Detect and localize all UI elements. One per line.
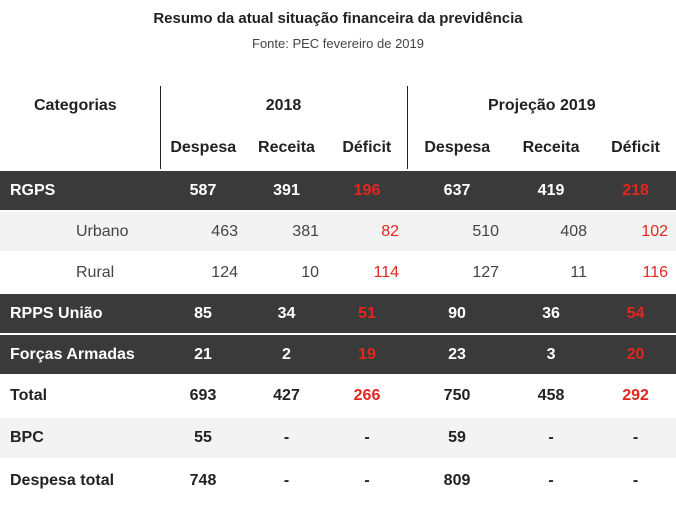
- table-source: Fonte: PEC fevereiro de 2019: [252, 36, 424, 51]
- cell-deficit: 82: [327, 210, 408, 252]
- header-col: Receita: [522, 138, 580, 156]
- cell-value: 36: [507, 292, 596, 334]
- cell-value: 55: [160, 416, 246, 459]
- cell-value: 750: [407, 374, 508, 417]
- cell-value: -: [327, 416, 408, 459]
- cell-value: 809: [407, 458, 508, 501]
- cell-value: 463: [160, 210, 246, 252]
- cell-deficit: 266: [327, 374, 408, 417]
- cell-deficit: 54: [595, 292, 676, 334]
- header-col: Despesa: [424, 138, 491, 156]
- cell-value: 637: [407, 169, 508, 211]
- cell-value: 427: [246, 374, 327, 417]
- cell-value: -: [507, 458, 596, 501]
- cell-value: 127: [407, 251, 508, 293]
- cell-value: -: [507, 416, 596, 459]
- cell-value: 21: [160, 333, 246, 375]
- row-label: Rural: [0, 251, 160, 293]
- cell-deficit: 116: [595, 251, 676, 293]
- cell-value: 381: [246, 210, 327, 252]
- cell-deficit: 114: [327, 251, 408, 293]
- cell-deficit: 51: [327, 292, 408, 334]
- table-title: Resumo da atual situação financeira da p…: [153, 10, 523, 27]
- header-row-columns: Despesa Receita Déficit Despesa Receita …: [0, 126, 676, 170]
- table-row: BPC 55 - - 59 - -: [0, 416, 676, 459]
- row-label: RPPS União: [0, 292, 160, 334]
- cell-value: 11: [507, 251, 596, 293]
- row-label: RGPS: [0, 169, 160, 211]
- row-label: Total: [0, 374, 160, 417]
- header-col: Déficit: [611, 138, 660, 156]
- header-year-2018: 2018: [160, 86, 408, 126]
- cell-deficit: 218: [595, 169, 676, 211]
- row-label: Despesa total: [0, 458, 160, 501]
- table-row: RGPS 587 391 196 637 419 218: [0, 169, 676, 211]
- table-row: Rural 124 10 114 127 11 116: [0, 251, 676, 293]
- cell-value: -: [246, 458, 327, 501]
- row-label: Urbano: [0, 210, 160, 252]
- cell-value: 90: [407, 292, 508, 334]
- cell-value: -: [595, 416, 676, 459]
- cell-value: 510: [407, 210, 508, 252]
- table-row: Total 693 427 266 750 458 292: [0, 374, 676, 417]
- table-row: Despesa total 748 - - 809 - -: [0, 458, 676, 501]
- row-label: BPC: [0, 416, 160, 459]
- header-row-years: Categorias 2018 Projeção 2019: [0, 86, 676, 126]
- header-col: Despesa: [170, 138, 237, 156]
- cell-value: 391: [246, 169, 327, 211]
- cell-value: 458: [507, 374, 596, 417]
- cell-value: -: [246, 416, 327, 459]
- cell-value: -: [595, 458, 676, 501]
- cell-value: -: [327, 458, 408, 501]
- cell-deficit: 102: [595, 210, 676, 252]
- cell-value: 23: [407, 333, 508, 375]
- row-label: Forças Armadas: [0, 333, 160, 375]
- cell-value: 3: [507, 333, 596, 375]
- cell-value: 587: [160, 169, 246, 211]
- header-blank: [0, 126, 161, 170]
- table-row: RPPS União 85 34 51 90 36 54: [0, 292, 676, 334]
- cell-value: 10: [246, 251, 327, 293]
- cell-value: 408: [507, 210, 596, 252]
- cell-value: 34: [246, 292, 327, 334]
- cell-value: 59: [407, 416, 508, 459]
- header-col: Receita: [258, 138, 315, 156]
- cell-deficit: 20: [595, 333, 676, 375]
- header-categories: Categorias: [0, 86, 161, 126]
- header-col: Déficit: [327, 126, 408, 170]
- pension-summary-table: Categorias 2018 Projeção 2019 Despesa Re…: [0, 86, 676, 501]
- cell-value: 748: [160, 458, 246, 501]
- cell-value: 85: [160, 292, 246, 334]
- table-row: Forças Armadas 21 2 19 23 3 20: [0, 333, 676, 375]
- cell-deficit: 196: [327, 169, 408, 211]
- cell-value: 693: [160, 374, 246, 417]
- cell-deficit: 19: [327, 333, 408, 375]
- header-year-2019: Projeção 2019: [487, 97, 596, 114]
- cell-value: 124: [160, 251, 246, 293]
- cell-deficit: 292: [595, 374, 676, 417]
- cell-value: 2: [246, 333, 327, 375]
- cell-value: 419: [507, 169, 596, 211]
- table-row: Urbano 463 381 82 510 408 102: [0, 210, 676, 252]
